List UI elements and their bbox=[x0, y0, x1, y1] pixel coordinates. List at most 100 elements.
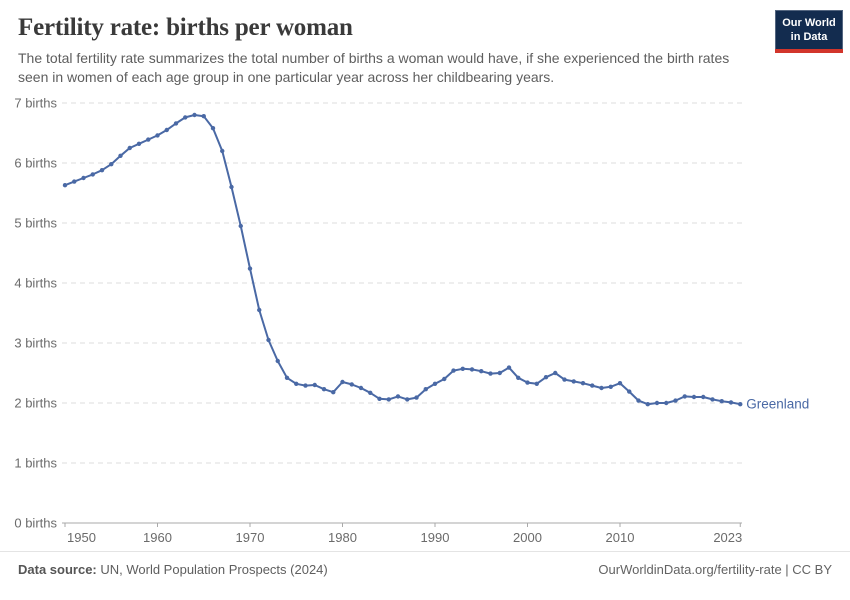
data-point-Greenland-1981[interactable] bbox=[349, 381, 354, 387]
data-point-Greenland-2021[interactable] bbox=[719, 398, 724, 404]
data-source-label: Data source: bbox=[18, 561, 97, 577]
data-point-Greenland-1983[interactable] bbox=[368, 390, 373, 395]
data-point-Greenland-2005[interactable] bbox=[571, 378, 576, 384]
data-point-Greenland-1987[interactable] bbox=[405, 396, 410, 402]
data-point-Greenland-1952[interactable] bbox=[81, 175, 86, 180]
y-tick-label-2: 2 births bbox=[14, 395, 57, 410]
data-point-Greenland-2017[interactable] bbox=[682, 393, 687, 399]
data-point-Greenland-1978[interactable] bbox=[321, 386, 327, 392]
x-tick-label-2010: 2010 bbox=[606, 530, 635, 543]
data-source-text: UN, World Population Prospects (2024) bbox=[96, 561, 328, 577]
y-tick-label-3: 3 births bbox=[14, 335, 57, 350]
chart-subtitle: The total fertility rate summarizes the … bbox=[18, 50, 730, 86]
page-title: Fertility rate: births per woman bbox=[18, 14, 353, 41]
data-point-Greenland-1973[interactable] bbox=[275, 358, 280, 363]
data-point-Greenland-2008[interactable] bbox=[599, 385, 604, 390]
data-point-Greenland-1990[interactable] bbox=[432, 381, 438, 386]
owid-logo[interactable]: Our World in Data bbox=[775, 10, 843, 53]
y-tick-label-4: 4 births bbox=[14, 275, 57, 290]
data-point-Greenland-1972[interactable] bbox=[266, 337, 271, 342]
data-point-Greenland-1962[interactable] bbox=[173, 120, 179, 126]
data-point-Greenland-1980[interactable] bbox=[340, 379, 345, 384]
data-point-Greenland-1958[interactable] bbox=[136, 141, 142, 146]
data-point-Greenland-1963[interactable] bbox=[183, 114, 188, 120]
data-point-Greenland-2012[interactable] bbox=[636, 398, 641, 403]
data-point-Greenland-2009[interactable] bbox=[608, 384, 613, 389]
data-point-Greenland-1960[interactable] bbox=[155, 132, 160, 138]
data-point-Greenland-1985[interactable] bbox=[386, 396, 391, 402]
data-point-Greenland-1961[interactable] bbox=[164, 127, 169, 132]
data-point-Greenland-1988[interactable] bbox=[414, 395, 419, 400]
owid-logo-line1: Our World bbox=[782, 17, 836, 29]
data-point-Greenland-1967[interactable] bbox=[220, 148, 225, 153]
data-point-Greenland-2001[interactable] bbox=[534, 381, 539, 386]
data-point-Greenland-2003[interactable] bbox=[553, 370, 558, 375]
data-point-Greenland-1989[interactable] bbox=[423, 386, 428, 392]
chart-area[interactable]: 0 births 1 births 2 births 3 births 4 births… bbox=[0, 88, 850, 545]
data-point-Greenland-1956[interactable] bbox=[118, 153, 123, 158]
y-tick-label-1: 1 births bbox=[14, 455, 57, 470]
y-tick-label-6: 6 births bbox=[14, 155, 57, 170]
data-point-Greenland-1951[interactable] bbox=[72, 179, 77, 184]
data-point-Greenland-1979[interactable] bbox=[331, 389, 336, 395]
data-point-Greenland-1986[interactable] bbox=[395, 393, 401, 399]
data-point-Greenland-1974[interactable] bbox=[284, 375, 290, 380]
data-source: Data source: UN, World Population Prospe… bbox=[18, 562, 328, 577]
data-point-Greenland-1982[interactable] bbox=[358, 385, 364, 390]
data-point-Greenland-1954[interactable] bbox=[99, 167, 105, 173]
data-point-Greenland-2019[interactable] bbox=[701, 394, 706, 399]
data-point-Greenland-1999[interactable] bbox=[516, 375, 521, 380]
chart-svg[interactable]: 0 births 1 births 2 births 3 births 4 births… bbox=[0, 88, 850, 545]
data-point-Greenland-2011[interactable] bbox=[627, 389, 632, 394]
data-point-Greenland-1970[interactable] bbox=[247, 266, 253, 271]
footer-link[interactable]: OurWorldinData.org/fertility-rate | CC B… bbox=[598, 561, 832, 577]
data-point-Greenland-2018[interactable] bbox=[691, 394, 697, 399]
data-point-Greenland-2004[interactable] bbox=[562, 377, 567, 382]
data-point-Greenland-2002[interactable] bbox=[543, 374, 549, 380]
data-point-Greenland-1977[interactable] bbox=[312, 382, 317, 387]
data-point-Greenland-1992[interactable] bbox=[451, 368, 456, 373]
data-point-Greenland-1996[interactable] bbox=[488, 371, 493, 376]
data-point-Greenland-1965[interactable] bbox=[201, 113, 206, 119]
data-point-Greenland-1991[interactable] bbox=[442, 376, 447, 381]
data-point-Greenland-1971[interactable] bbox=[257, 307, 262, 312]
entity-label-Greenland[interactable]: Greenland bbox=[746, 396, 809, 411]
data-point-Greenland-1957[interactable] bbox=[127, 145, 132, 150]
owid-logo-line2: in Data bbox=[790, 31, 828, 44]
data-point-Greenland-2020[interactable] bbox=[710, 396, 715, 402]
data-point-Greenland-2000[interactable] bbox=[525, 380, 530, 385]
data-point-Greenland-2007[interactable] bbox=[590, 383, 595, 388]
data-point-Greenland-1984[interactable] bbox=[377, 396, 382, 401]
y-tick-label-7: 7 births bbox=[14, 95, 57, 110]
data-point-Greenland-2022[interactable] bbox=[728, 399, 734, 405]
data-point-Greenland-1964[interactable] bbox=[192, 112, 197, 117]
x-tick-label-2000: 2000 bbox=[513, 530, 542, 543]
x-tick-label-1960: 1960 bbox=[143, 530, 172, 543]
data-point-Greenland-1959[interactable] bbox=[146, 137, 151, 142]
data-point-Greenland-2013[interactable] bbox=[645, 401, 650, 407]
data-point-Greenland-2010[interactable] bbox=[617, 380, 623, 386]
data-point-Greenland-1969[interactable] bbox=[238, 223, 243, 228]
x-tick-label-1950: 1950 bbox=[67, 530, 96, 543]
series-line-Greenland[interactable] bbox=[64, 113, 742, 405]
data-point-Greenland-1998[interactable] bbox=[506, 365, 512, 370]
data-point-Greenland-1995[interactable] bbox=[479, 368, 484, 374]
data-point-Greenland-1997[interactable] bbox=[497, 370, 502, 375]
data-point-Greenland-1975[interactable] bbox=[294, 381, 299, 386]
data-point-Greenland-1976[interactable] bbox=[303, 383, 308, 388]
data-point-Greenland-1968[interactable] bbox=[229, 184, 234, 189]
data-point-Greenland-1953[interactable] bbox=[90, 171, 95, 177]
chart-header: Fertility rate: births per woman The tot… bbox=[0, 0, 850, 88]
data-point-Greenland-1955[interactable] bbox=[109, 161, 114, 167]
data-point-Greenland-2014[interactable] bbox=[654, 400, 660, 405]
data-point-Greenland-2016[interactable] bbox=[673, 398, 678, 403]
data-point-Greenland-2006[interactable] bbox=[580, 380, 586, 386]
data-point-Greenland-1966[interactable] bbox=[210, 125, 216, 131]
data-point-Greenland-1994[interactable] bbox=[469, 366, 475, 372]
owid-logo-red-bar bbox=[775, 49, 843, 53]
data-point-Greenland-1950[interactable] bbox=[62, 182, 68, 188]
data-point-Greenland-2015[interactable] bbox=[664, 400, 669, 405]
data-point-Greenland-1993[interactable] bbox=[460, 366, 465, 371]
data-point-Greenland-2023[interactable] bbox=[738, 401, 743, 407]
